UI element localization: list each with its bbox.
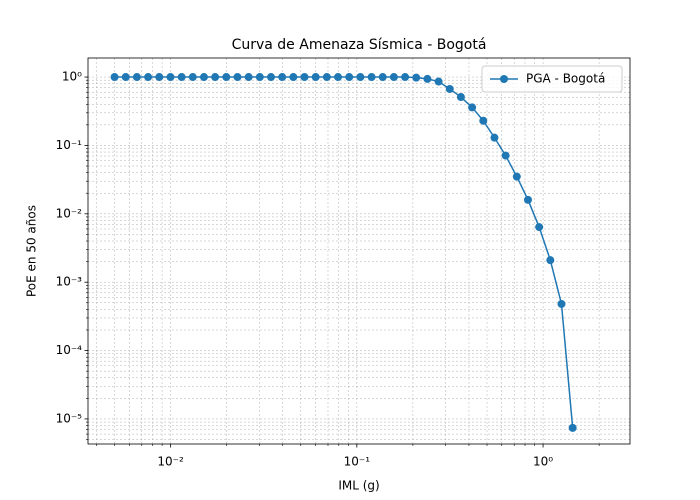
data-point bbox=[255, 73, 264, 82]
data-point bbox=[211, 73, 220, 82]
data-point bbox=[110, 73, 119, 82]
data-point bbox=[356, 73, 365, 82]
chart-title: Curva de Amenaza Sísmica - Bogotá bbox=[232, 37, 487, 53]
data-point bbox=[155, 73, 164, 82]
data-point bbox=[289, 73, 298, 82]
y-tick-label: 10⁻¹ bbox=[56, 138, 83, 152]
data-point bbox=[334, 73, 343, 82]
data-point bbox=[490, 133, 499, 142]
data-point bbox=[557, 299, 566, 308]
data-point bbox=[199, 73, 208, 82]
x-tick-label: 10⁻² bbox=[157, 455, 184, 469]
data-point bbox=[401, 73, 410, 82]
data-point bbox=[177, 73, 186, 82]
data-point bbox=[389, 73, 398, 82]
data-point bbox=[546, 256, 555, 265]
x-tick-label: 10⁰ bbox=[533, 455, 553, 469]
data-point bbox=[501, 151, 510, 160]
data-point bbox=[121, 73, 130, 82]
data-point bbox=[278, 73, 287, 82]
data-point bbox=[378, 73, 387, 82]
x-tick-label: 10⁻¹ bbox=[344, 455, 371, 469]
data-point bbox=[311, 73, 320, 82]
data-point bbox=[166, 73, 175, 82]
data-point bbox=[479, 116, 488, 125]
legend-label: PGA - Bogotá bbox=[526, 72, 605, 86]
x-axis-label: IML (g) bbox=[338, 479, 379, 493]
data-point bbox=[222, 73, 231, 82]
data-point bbox=[523, 195, 532, 204]
data-point bbox=[367, 73, 376, 82]
data-point bbox=[468, 103, 477, 112]
y-tick-label: 10⁻² bbox=[56, 206, 83, 220]
data-point bbox=[512, 172, 521, 181]
data-point bbox=[132, 73, 141, 82]
data-point bbox=[322, 73, 331, 82]
legend-marker bbox=[500, 75, 508, 83]
data-point bbox=[434, 77, 443, 86]
data-point bbox=[445, 84, 454, 93]
data-point bbox=[188, 73, 197, 82]
data-point bbox=[535, 223, 544, 232]
plot-frame bbox=[87, 57, 631, 445]
data-point bbox=[345, 73, 354, 82]
data-point bbox=[412, 73, 421, 82]
data-point bbox=[144, 73, 153, 82]
y-tick-label: 10⁻⁵ bbox=[56, 411, 83, 425]
legend-box bbox=[481, 65, 623, 93]
y-tick-label: 10⁻³ bbox=[56, 275, 83, 289]
data-point bbox=[456, 93, 465, 102]
data-point bbox=[266, 73, 275, 82]
data-point bbox=[568, 423, 577, 432]
data-point bbox=[300, 73, 309, 82]
data-point bbox=[423, 74, 432, 83]
data-point bbox=[233, 73, 242, 82]
y-tick-label: 10⁻⁴ bbox=[56, 343, 83, 357]
data-point bbox=[244, 73, 253, 82]
y-tick-label: 10⁰ bbox=[62, 70, 82, 84]
y-axis-label: PoE en 50 años bbox=[25, 205, 39, 297]
